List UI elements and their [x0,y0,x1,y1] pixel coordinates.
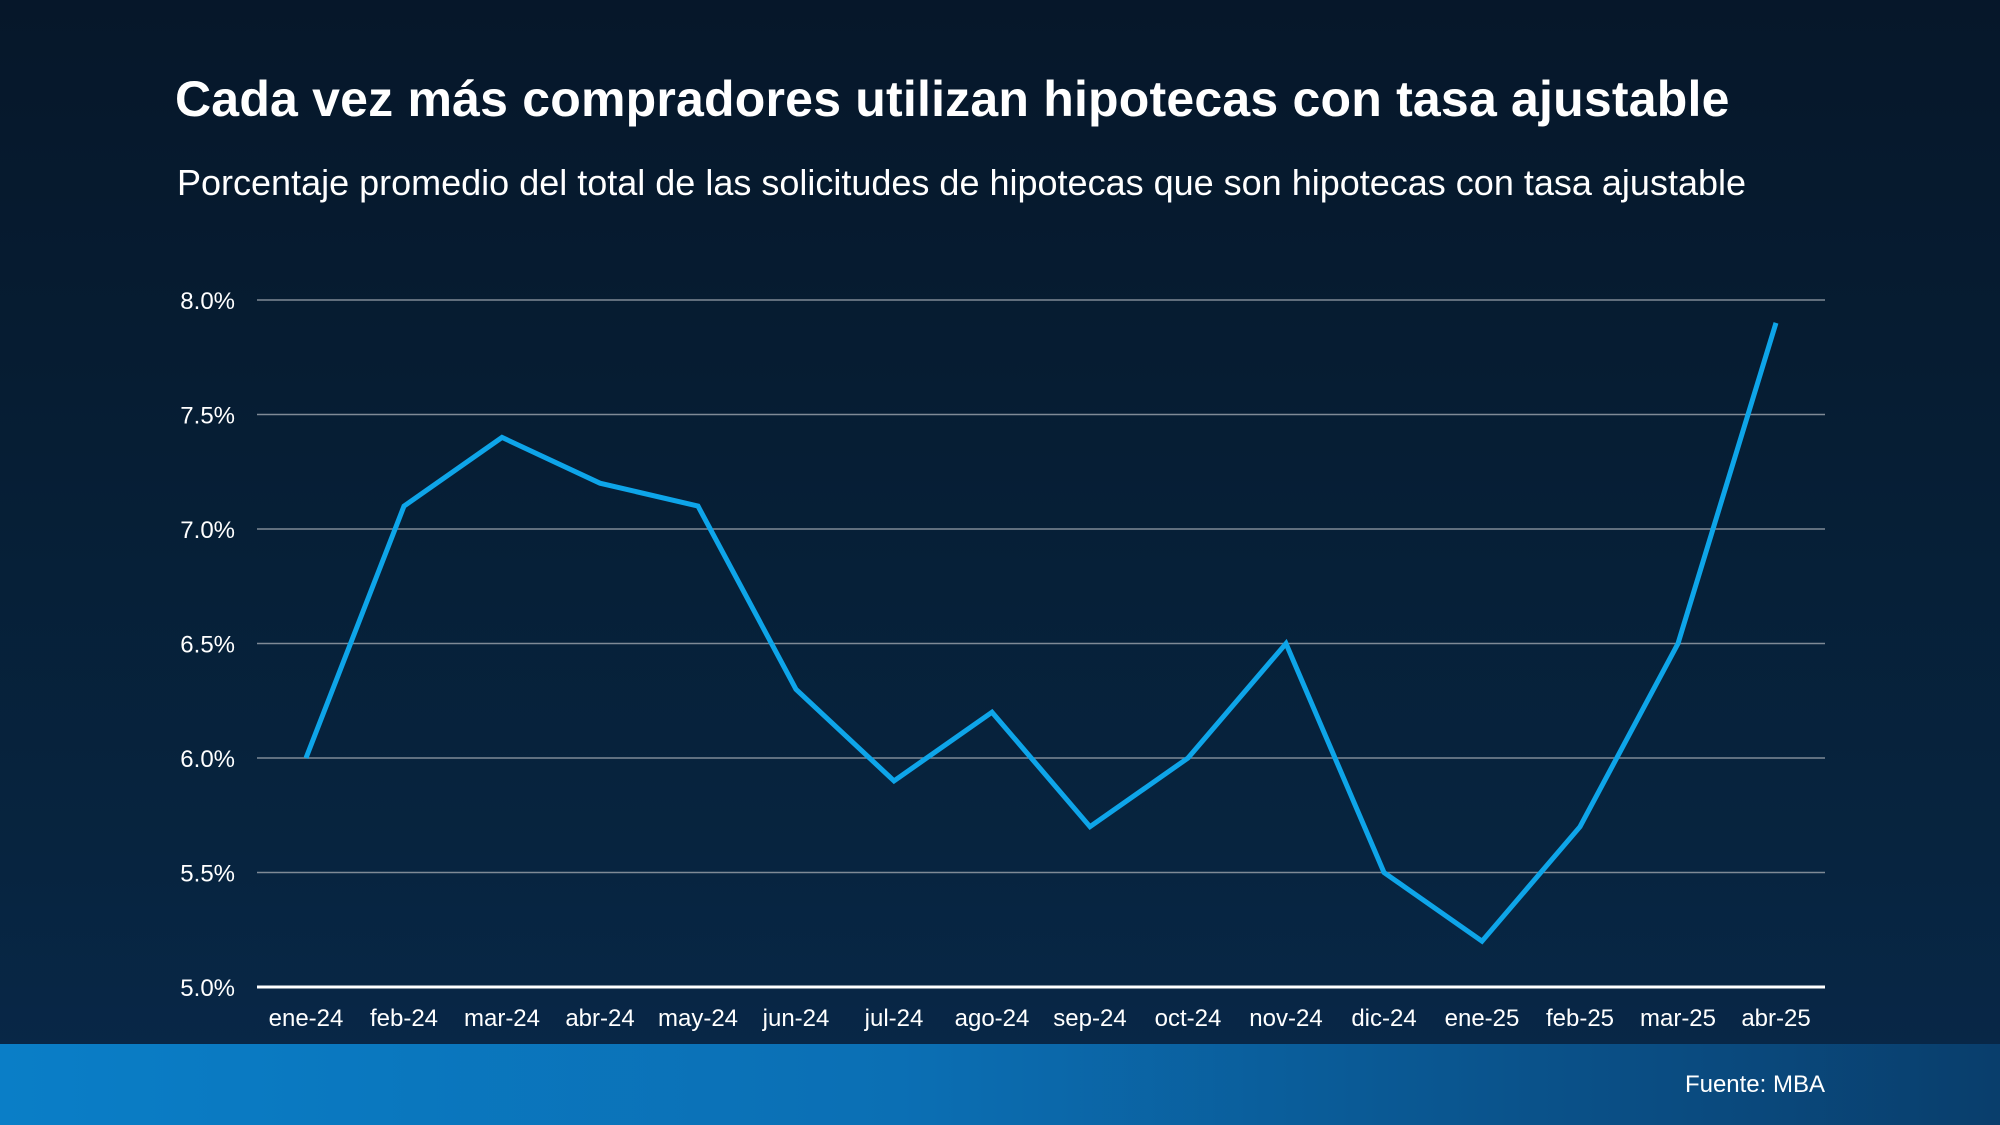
x-tick-label: feb-24 [370,1005,438,1032]
gridlines [257,299,1825,989]
x-tick-label: mar-24 [464,1005,540,1032]
x-tick-label: mar-25 [1640,1005,1716,1032]
x-tick-label: sep-24 [1053,1005,1126,1032]
y-axis-tick-labels: 8.0% 7.5% 7.0% 6.5% 6.0% 5.5% 5.0% [180,288,235,1002]
footer-band [0,1044,2000,1125]
y-tick-label: 6.5% [180,632,235,659]
x-tick-label: ago-24 [955,1005,1030,1032]
y-tick-label: 8.0% [180,288,235,315]
series [303,322,1779,945]
x-axis-tick-labels: ene-24 feb-24 mar-24 abr-24 may-24 jun-24 jul-… [269,1005,1811,1032]
x-tick-label: jul-24 [864,1005,924,1032]
x-tick-label: jun-24 [762,1005,830,1032]
chart-subtitle: Porcentaje promedio del total de las sol… [177,162,1747,203]
x-tick-label: abr-25 [1741,1005,1810,1032]
y-tick-label: 7.0% [180,517,235,544]
x-tick-label: feb-25 [1546,1005,1614,1032]
x-tick-label: dic-24 [1351,1005,1416,1032]
x-tick-label: may-24 [658,1005,738,1032]
y-tick-label: 5.0% [180,975,235,1002]
x-tick-label: abr-24 [565,1005,634,1032]
y-tick-label: 7.5% [180,403,235,430]
y-tick-label: 6.0% [180,746,235,773]
source-label: Fuente: MBA [1684,1071,1825,1098]
y-tick-label: 5.5% [180,861,235,888]
x-tick-label: oct-24 [1155,1005,1222,1032]
chart-title: Cada vez más compradores utilizan hipote… [175,71,1730,127]
series-line [303,322,1779,945]
x-tick-label: ene-24 [269,1005,344,1032]
x-tick-label: nov-24 [1249,1005,1322,1032]
x-tick-label: ene-25 [1445,1005,1520,1032]
